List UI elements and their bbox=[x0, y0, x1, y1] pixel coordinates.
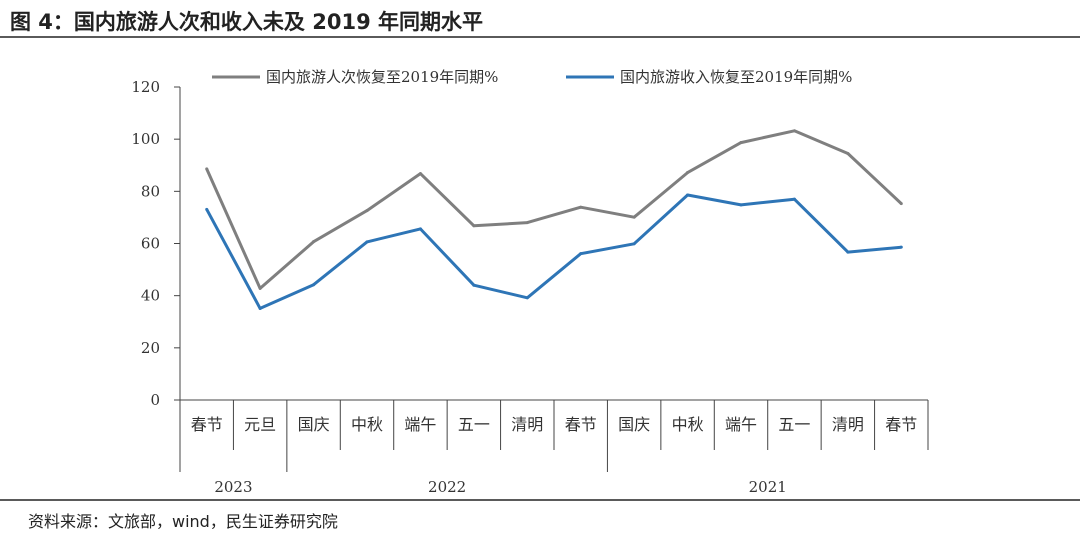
data-point bbox=[739, 203, 743, 207]
data-point bbox=[418, 227, 422, 231]
x-tick-label: 端午 bbox=[725, 415, 757, 434]
x-group-label: 2023 bbox=[214, 478, 252, 496]
data-point bbox=[632, 242, 636, 246]
series-layer bbox=[205, 129, 903, 310]
y-tick-label: 100 bbox=[131, 130, 160, 148]
data-point bbox=[365, 209, 369, 213]
x-tick-label: 春节 bbox=[565, 415, 597, 434]
y-tick-label: 60 bbox=[141, 235, 160, 253]
data-point bbox=[846, 250, 850, 254]
x-group-label: 2021 bbox=[749, 478, 787, 496]
chart-title: 图 4：国内旅游人次和收入未及 2019 年同期水平 bbox=[10, 10, 483, 34]
x-tick-label: 清明 bbox=[832, 415, 864, 434]
data-point bbox=[686, 171, 690, 175]
data-point bbox=[312, 240, 316, 244]
legend: 国内旅游人次恢复至2019年同期% 国内旅游收入恢复至2019年同期% bbox=[212, 68, 852, 86]
data-point bbox=[739, 141, 743, 145]
data-point bbox=[472, 283, 476, 287]
x-tick-label: 国庆 bbox=[618, 415, 650, 434]
x-tick-label: 春节 bbox=[191, 415, 223, 434]
data-point bbox=[525, 296, 529, 300]
data-point bbox=[312, 283, 316, 287]
x-tick-label: 清明 bbox=[511, 415, 543, 434]
y-tick-label: 40 bbox=[141, 287, 160, 305]
data-point bbox=[632, 215, 636, 219]
x-tick-label: 元旦 bbox=[244, 415, 276, 434]
x-tick-label: 春节 bbox=[885, 415, 917, 434]
x-tick-label: 五一 bbox=[458, 415, 490, 434]
y-tick-label: 20 bbox=[141, 339, 160, 357]
y-tick-label: 120 bbox=[131, 78, 160, 96]
x-group-label: 2022 bbox=[428, 478, 466, 496]
data-point bbox=[472, 224, 476, 228]
data-point bbox=[899, 245, 903, 249]
y-tick-label: 80 bbox=[141, 182, 160, 200]
data-point bbox=[579, 252, 583, 256]
x-tick-label: 国庆 bbox=[298, 415, 330, 434]
legend-label: 国内旅游收入恢复至2019年同期% bbox=[620, 68, 852, 86]
y-tick-label: 0 bbox=[150, 391, 160, 409]
bottom-rule bbox=[0, 499, 1080, 501]
line-chart: 0 20 40 60 80 100 120 春节 元旦 国庆 中秋 端午 五一 清明 春节 国庆 中秋 端午 五一… bbox=[131, 68, 929, 496]
data-point bbox=[846, 152, 850, 156]
data-point bbox=[365, 240, 369, 244]
data-point bbox=[205, 207, 209, 211]
x-tick-label: 五一 bbox=[778, 415, 810, 434]
data-point bbox=[205, 167, 209, 171]
data-point bbox=[418, 172, 422, 176]
series-line-2 bbox=[205, 193, 902, 310]
x-axis: 春节 元旦 国庆 中秋 端午 五一 清明 春节 国庆 中秋 端午 五一 清明 春节 2023 2022 2021 bbox=[179, 399, 929, 496]
series-line-1 bbox=[205, 129, 903, 290]
data-point bbox=[899, 202, 903, 206]
data-point bbox=[579, 205, 583, 209]
data-point bbox=[258, 286, 262, 290]
top-rule bbox=[0, 36, 1080, 38]
data-point bbox=[258, 306, 262, 310]
data-point bbox=[792, 129, 796, 133]
data-point bbox=[792, 197, 796, 201]
x-tick-label: 中秋 bbox=[672, 415, 704, 434]
x-tick-label: 中秋 bbox=[351, 415, 383, 434]
legend-label: 国内旅游人次恢复至2019年同期% bbox=[266, 68, 498, 86]
data-point bbox=[525, 221, 529, 225]
data-point bbox=[686, 193, 690, 197]
y-axis: 0 20 40 60 80 100 120 bbox=[131, 78, 181, 409]
x-tick-label: 端午 bbox=[404, 415, 436, 434]
source-note: 资料来源：文旅部，wind，民生证券研究院 bbox=[28, 512, 338, 531]
